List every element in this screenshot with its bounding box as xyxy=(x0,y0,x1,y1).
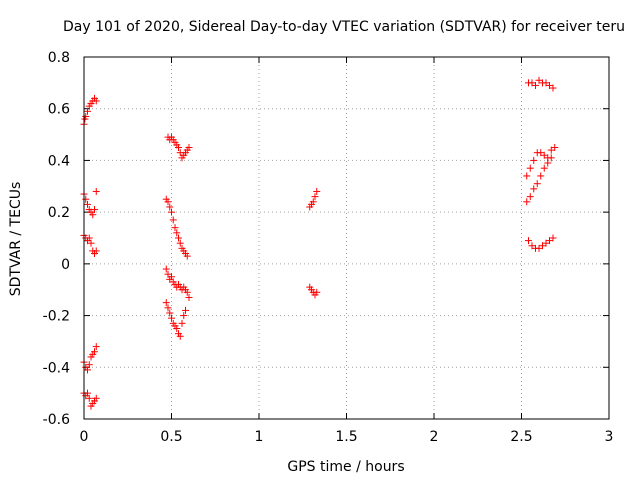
data-point xyxy=(551,144,559,151)
data-point xyxy=(183,288,191,296)
x-tick-label: 3 xyxy=(605,429,614,445)
data-point xyxy=(523,172,531,180)
y-tick-label: -0.4 xyxy=(43,360,70,376)
data-point xyxy=(533,180,541,188)
data-point xyxy=(92,97,100,105)
x-tick-label: 1.5 xyxy=(335,429,357,445)
data-point xyxy=(176,332,184,340)
data-points xyxy=(80,76,559,410)
plot-frame xyxy=(83,56,610,420)
data-point xyxy=(89,211,97,219)
data-point xyxy=(185,144,193,151)
data-point xyxy=(168,208,175,216)
data-point xyxy=(84,107,91,115)
data-point xyxy=(525,237,532,245)
data-point xyxy=(92,343,100,351)
y-tick-label: 0 xyxy=(61,257,70,273)
y-tick-label: -0.6 xyxy=(43,412,70,428)
data-point xyxy=(171,224,179,232)
data-point xyxy=(175,234,182,242)
data-point xyxy=(162,265,170,273)
data-point xyxy=(92,394,100,402)
data-point xyxy=(164,198,172,206)
data-point xyxy=(168,273,175,281)
data-point xyxy=(169,216,177,224)
data-point xyxy=(540,164,548,172)
data-point xyxy=(549,234,557,242)
data-point xyxy=(309,198,317,206)
data-point xyxy=(84,366,91,374)
data-point xyxy=(85,361,93,369)
data-point xyxy=(85,394,93,402)
data-point xyxy=(182,306,189,314)
data-point xyxy=(87,239,95,247)
data-point xyxy=(185,293,193,301)
data-point xyxy=(92,187,100,195)
data-point xyxy=(313,288,321,296)
data-point xyxy=(180,312,188,320)
data-point xyxy=(311,193,319,201)
y-tick-label: -0.2 xyxy=(43,309,70,325)
data-point xyxy=(549,84,557,92)
data-point xyxy=(530,156,538,164)
x-axis-label: GPS time / hours xyxy=(287,459,404,475)
data-point xyxy=(84,200,91,208)
data-point xyxy=(526,164,534,172)
data-point xyxy=(162,299,170,307)
data-point xyxy=(85,234,93,242)
data-point xyxy=(173,229,181,237)
data-point xyxy=(92,247,100,255)
data-point xyxy=(166,309,174,317)
data-point xyxy=(82,112,90,120)
x-tick-label: 1 xyxy=(255,429,264,445)
data-point xyxy=(173,325,181,332)
data-point xyxy=(178,319,186,327)
data-point xyxy=(84,389,91,397)
chart-title: Day 101 of 2020, Sidereal Day-to-day VTE… xyxy=(63,19,625,35)
data-point xyxy=(175,144,182,151)
data-point xyxy=(183,252,191,260)
data-point xyxy=(544,154,552,162)
data-point xyxy=(176,239,184,247)
x-tick-label: 2 xyxy=(430,429,439,445)
data-point xyxy=(82,195,90,203)
data-point xyxy=(530,185,538,193)
grid xyxy=(84,57,609,419)
y-tick-label: 0.4 xyxy=(48,153,70,169)
data-point xyxy=(168,314,175,322)
data-point xyxy=(537,172,545,180)
data-point xyxy=(526,193,534,201)
x-tick-label: 0.5 xyxy=(160,429,182,445)
data-point xyxy=(164,304,172,312)
data-point xyxy=(91,348,98,356)
y-tick-labels: -0.6 -0.4 -0.2 0 0.2 0.4 0.6 0.8 xyxy=(43,50,70,428)
x-tick-label: 2.5 xyxy=(510,429,532,445)
y-tick-label: 0.8 xyxy=(48,50,70,66)
y-axis-label: SDTVAR / TECUs xyxy=(8,182,24,297)
data-point xyxy=(91,206,98,214)
x-tick-label: 0 xyxy=(80,429,89,445)
data-point xyxy=(523,198,531,206)
data-point xyxy=(313,187,321,195)
x-tick-labels: 0 0.5 1 1.5 2 2.5 3 xyxy=(80,429,614,445)
y-tick-label: 0.6 xyxy=(48,102,70,118)
y-tick-label: 0.2 xyxy=(48,205,70,221)
data-point xyxy=(532,81,539,89)
data-point xyxy=(166,203,174,211)
